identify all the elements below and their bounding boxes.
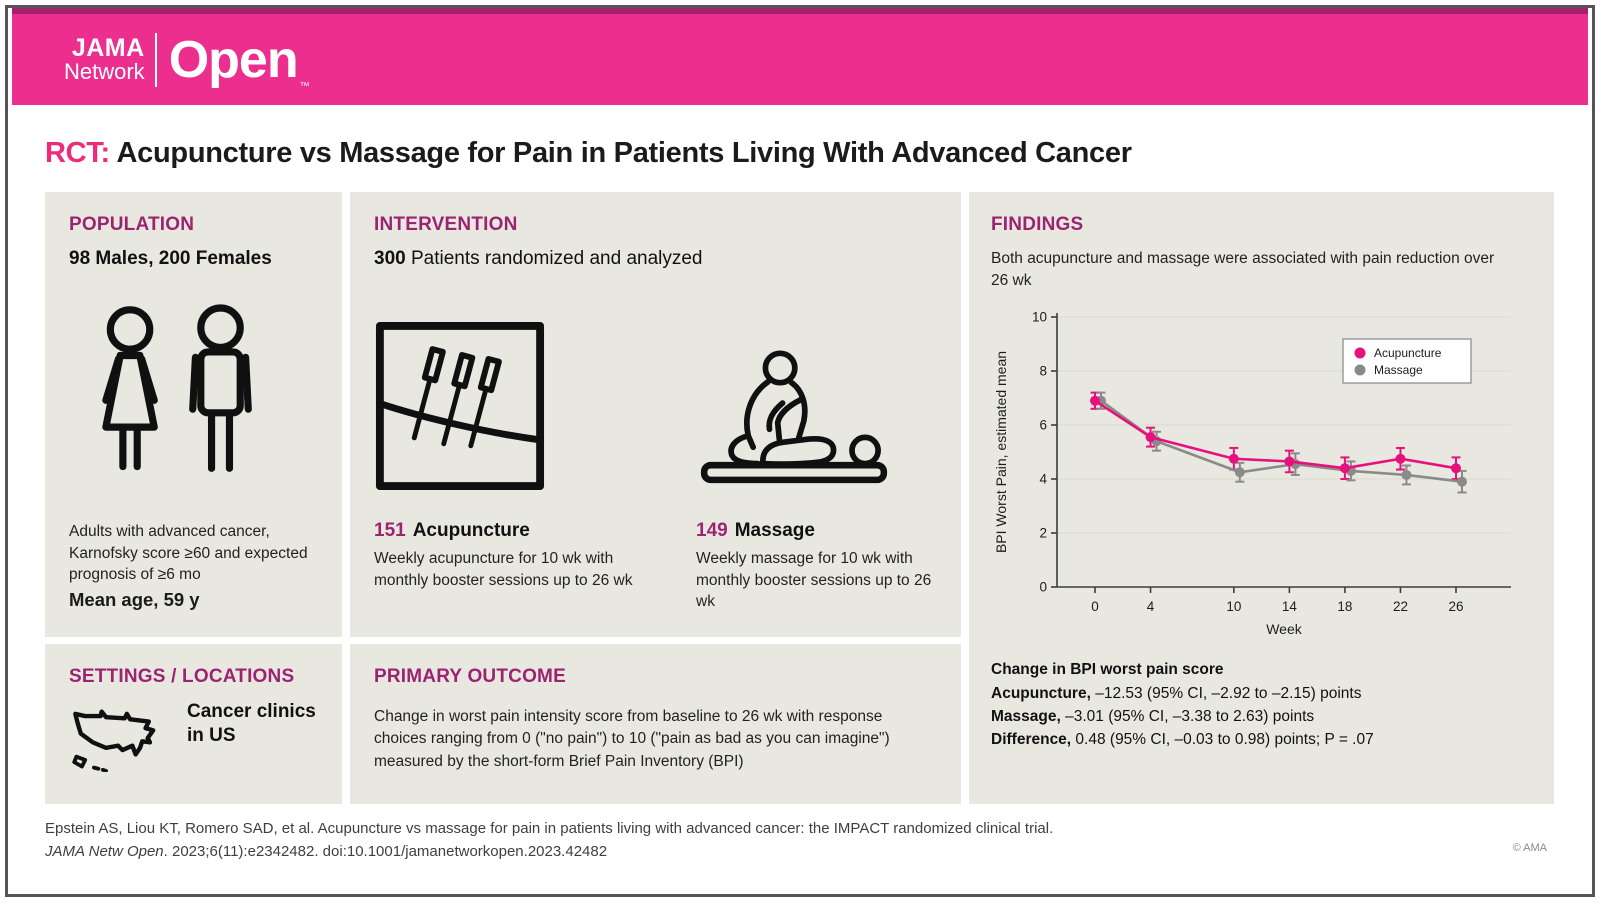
title-prefix: RCT: — [45, 137, 110, 169]
acupuncture-arm-title: 151 Acupuncture — [374, 520, 696, 542]
acupuncture-arm: 151 Acupuncture Weekly acupuncture for 10… — [374, 280, 696, 613]
result-massage: Massage, –3.01 (95% CI, –3.38 to 2.63) p… — [991, 707, 1315, 725]
svg-text:4: 4 — [1147, 599, 1155, 614]
acupuncture-description: Weekly acupuncture for 10 wk with monthl… — [374, 550, 633, 589]
svg-text:0: 0 — [1091, 599, 1099, 614]
population-description: Adults with advanced cancer, Karnofsky s… — [69, 523, 308, 584]
massage-arm-title: 149 Massage — [696, 520, 937, 542]
citation-line1: Epstein AS, Liou KT, Romero SAD, et al. … — [45, 820, 1054, 837]
findings-panel: FINDINGS Both acupuncture and massage we… — [969, 192, 1554, 804]
main-grid: POPULATION 98 Males, 200 Females — [45, 192, 1555, 804]
result-acupuncture: Acupuncture, –12.53 (95% CI, –2.92 to –2… — [991, 684, 1362, 702]
acupuncture-name: Acupuncture — [412, 520, 530, 541]
svg-text:Massage: Massage — [1374, 363, 1423, 377]
svg-text:10: 10 — [1226, 599, 1241, 614]
svg-text:4: 4 — [1039, 472, 1047, 487]
primary-outcome-description: Change in worst pain intensity score fro… — [374, 708, 890, 770]
settings-row: Cancer clinics in US — [69, 700, 318, 777]
female-male-icon — [79, 296, 318, 497]
acupuncture-n: 151 — [374, 520, 406, 541]
primary-outcome-heading: PRIMARY OUTCOME — [374, 666, 566, 687]
population-mean-age: Mean age, 59 y — [69, 589, 200, 611]
findings-heading: FINDINGS — [991, 214, 1084, 235]
settings-panel: SETTINGS / LOCATIONS Cancer clinics in U… — [45, 644, 342, 804]
intervention-arms: 151 Acupuncture Weekly acupuncture for 10… — [374, 280, 937, 613]
primary-outcome-panel: PRIMARY OUTCOME Change in worst pain int… — [350, 644, 961, 804]
svg-text:2: 2 — [1039, 526, 1047, 541]
logo-open-text: Open ™ — [168, 30, 310, 92]
svg-text:Week: Week — [1266, 621, 1303, 637]
massage-n: 149 — [696, 520, 728, 541]
result-difference: Difference, 0.48 (95% CI, –0.03 to 0.98)… — [991, 731, 1374, 749]
citation-line2: JAMA Netw Open. 2023;6(11):e2342482. doi… — [45, 842, 608, 860]
acupuncture-icon — [374, 280, 696, 492]
p-value-symbol: P — [1324, 731, 1335, 749]
citation-footer: Epstein AS, Liou KT, Romero SAD, et al. … — [45, 818, 1555, 863]
jama-network-open-logo: JAMA Network Open ™ — [64, 30, 310, 92]
massage-icon — [696, 280, 937, 492]
svg-text:14: 14 — [1282, 599, 1298, 614]
intervention-panel: INTERVENTION 300 Patients randomized and… — [350, 192, 961, 637]
population-subtitle: 98 Males, 200 Females — [69, 248, 272, 269]
svg-text:26: 26 — [1448, 599, 1463, 614]
brand-bar: JAMA Network Open ™ — [12, 8, 1588, 105]
population-heading: POPULATION — [69, 214, 195, 235]
massage-description: Weekly massage for 10 wk with monthly bo… — [696, 550, 932, 611]
massage-arm: 149 Massage Weekly massage for 10 wk with… — [696, 280, 937, 613]
title-text: Acupuncture vs Massage for Pain in Patie… — [109, 137, 1132, 169]
findings-results: Change in BPI worst pain score Acupunctu… — [991, 658, 1532, 751]
findings-chart: 0 2 4 6 8 10 0 4 10 14 18 22 26 Week BPI Worst Pain, e… — [991, 305, 1532, 646]
findings-summary: Both acupuncture and massage were associ… — [991, 250, 1495, 289]
us-map-icon — [69, 704, 165, 777]
page-title: RCT: Acupuncture vs Massage for Pain in … — [45, 137, 1555, 170]
intervention-heading: INTERVENTION — [374, 214, 518, 235]
svg-text:8: 8 — [1039, 364, 1047, 379]
population-panel: POPULATION 98 Males, 200 Females — [45, 192, 342, 637]
settings-heading: SETTINGS / LOCATIONS — [69, 666, 295, 687]
svg-text:Acupuncture: Acupuncture — [1374, 346, 1442, 360]
logo-divider — [154, 32, 157, 87]
logo-jama-network: JAMA Network — [64, 36, 145, 82]
massage-name: Massage — [734, 520, 815, 541]
svg-text:22: 22 — [1393, 599, 1408, 614]
settings-label: Cancer clinics in US — [187, 701, 316, 746]
intervention-count: 300 — [374, 248, 406, 269]
intervention-count-line: 300 Patients randomized and analyzed — [374, 248, 937, 270]
visual-abstract-page: JAMA Network Open ™ RCT: Acupuncture vs M… — [5, 5, 1595, 897]
svg-text:10: 10 — [1032, 310, 1047, 325]
trademark-symbol: ™ — [299, 80, 310, 92]
svg-text:BPI Worst Pain, estimated mean: BPI Worst Pain, estimated mean — [993, 351, 1009, 553]
logo-jama-text: JAMA — [71, 34, 145, 63]
intervention-count-label: Patients randomized and analyzed — [405, 248, 703, 269]
svg-text:6: 6 — [1039, 418, 1047, 433]
svg-text:18: 18 — [1337, 599, 1352, 614]
svg-text:0: 0 — [1039, 580, 1047, 595]
logo-network-text: Network — [64, 58, 145, 84]
copyright-notice: © AMA — [1512, 842, 1547, 854]
results-heading: Change in BPI worst pain score — [991, 661, 1224, 679]
